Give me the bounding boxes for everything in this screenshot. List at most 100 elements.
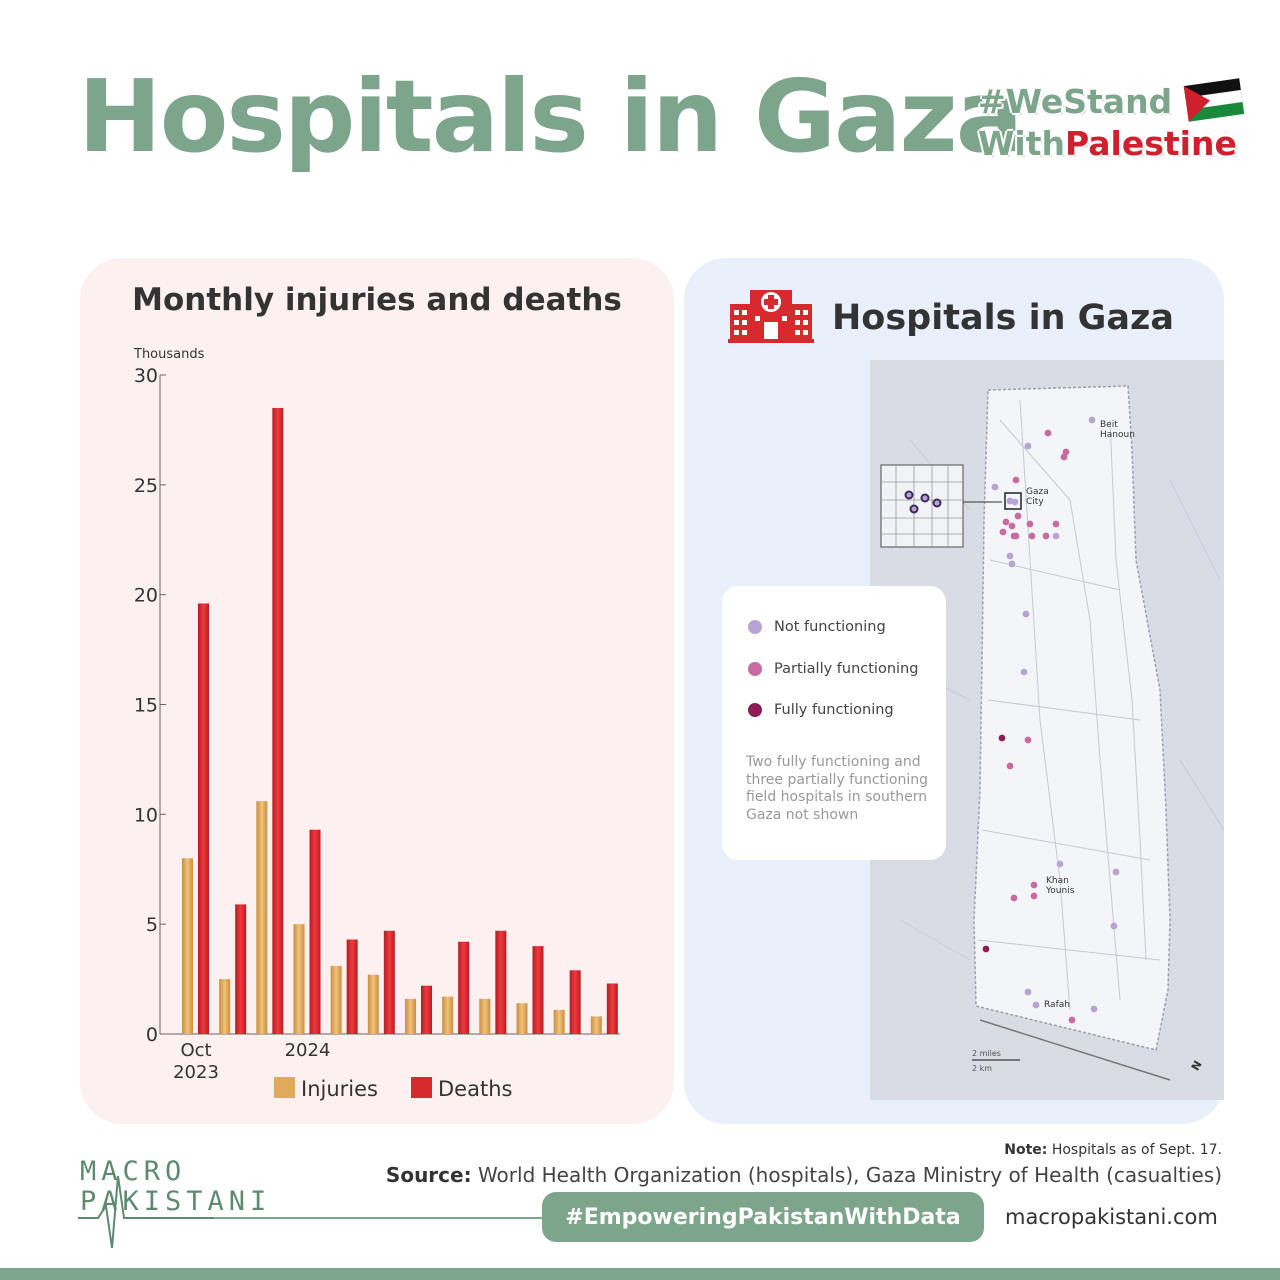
legend-dot-icon <box>748 661 762 676</box>
bar-injuries-8 <box>479 998 491 1034</box>
map-legend-item-1: Partially functioning <box>748 661 918 677</box>
gaza-city-inset <box>880 464 1002 548</box>
hospital-marker-5 <box>1012 476 1020 484</box>
x-tick-label-3: 2024 <box>285 1040 331 1061</box>
bar-deaths-10 <box>569 970 581 1034</box>
hospital-marker-28 <box>1112 868 1120 876</box>
bar-deaths-2 <box>272 407 284 1034</box>
bar-injuries-9 <box>516 1003 528 1034</box>
hospital-marker-34 <box>1024 988 1032 996</box>
hospital-marker-27 <box>1056 860 1064 868</box>
map-place-label-3: Rafah <box>1044 1000 1070 1010</box>
scale-miles-label: 2 miles <box>972 1049 1001 1058</box>
note-label: Note: <box>1004 1142 1048 1158</box>
hospital-marker-8 <box>1011 498 1019 506</box>
legend-item-label: Fully functioning <box>774 702 894 718</box>
map-legend: Not functioning Partially functioning Full… <box>722 586 946 860</box>
bar-injuries-7 <box>442 996 454 1034</box>
hospital-icon <box>728 290 814 343</box>
bar-deaths-8 <box>495 930 507 1034</box>
bar-injuries-0 <box>182 858 193 1034</box>
hospital-marker-35 <box>1032 1001 1040 1009</box>
badge-palestine: Palestine <box>1064 124 1237 163</box>
map-place-label-0: Beit Hanoun <box>1100 420 1135 440</box>
badge-line-2: WithPalestine <box>978 124 1237 163</box>
badge-line-1: #WeStand <box>978 82 1173 121</box>
hospital-marker-11 <box>1008 522 1016 530</box>
logo-pulse-icon <box>78 1175 214 1249</box>
palestine-flag-icon <box>1183 78 1245 122</box>
y-tick-label-25: 25 <box>134 475 158 497</box>
bar-deaths-4 <box>346 939 358 1034</box>
hospital-marker-20 <box>1006 552 1014 560</box>
scale-km-label: 2 km <box>972 1064 992 1073</box>
y-tick-label-0: 0 <box>146 1024 158 1046</box>
legend-label-deaths: Deaths <box>438 1077 512 1101</box>
hospital-marker-17 <box>1052 520 1060 528</box>
map-legend-item-2: Fully functioning <box>748 702 894 718</box>
bar-deaths-9 <box>532 946 544 1034</box>
hospital-marker-26 <box>1006 762 1014 770</box>
y-tick-label-30: 30 <box>134 365 158 387</box>
bar-deaths-0 <box>198 603 209 1034</box>
y-tick-label-10: 10 <box>134 804 158 826</box>
hospital-marker-15 <box>1028 532 1036 540</box>
x-tick-label-0: Oct <box>180 1040 211 1061</box>
hospital-marker-37 <box>1068 1016 1076 1024</box>
hospital-marker-1 <box>1044 429 1052 437</box>
y-tick-label-15: 15 <box>134 695 158 717</box>
hospital-marker-3 <box>1060 453 1068 461</box>
footer-note: Note: Hospitals as of Sept. 17. <box>1004 1142 1222 1158</box>
bottom-bar <box>0 1268 1280 1280</box>
logo-line-1: MACRO <box>80 1156 187 1187</box>
bar-injuries-3 <box>293 924 305 1034</box>
website-url[interactable]: macropakistani.com <box>1005 1205 1218 1229</box>
x-tick-label-0-year: 2023 <box>173 1062 219 1083</box>
hospital-marker-0 <box>1024 442 1032 450</box>
hospital-marker-24 <box>998 734 1006 742</box>
map-place-label-1: Gaza City <box>1026 487 1049 507</box>
hospital-marker-14 <box>1012 532 1020 540</box>
hospital-marker-36 <box>1090 1005 1098 1013</box>
hospital-marker-10 <box>1002 518 1010 526</box>
bar-injuries-4 <box>330 965 342 1034</box>
gaza-city-inset-marker <box>1004 492 1022 510</box>
hospital-marker-21 <box>1008 560 1016 568</box>
map-title: Hospitals in Gaza <box>832 298 1175 338</box>
y-axis-unit-label: Thousands <box>133 347 205 362</box>
bar-deaths-7 <box>458 941 470 1034</box>
bar-deaths-6 <box>421 985 432 1034</box>
bar-injuries-10 <box>553 1009 565 1034</box>
hospital-marker-30 <box>1030 892 1038 900</box>
legend-dot-icon <box>748 620 762 634</box>
chart-title: Monthly injuries and deaths <box>132 282 622 318</box>
bar-injuries-1 <box>219 979 231 1034</box>
hospital-marker-19 <box>1026 520 1034 528</box>
hospital-marker-32 <box>982 945 990 953</box>
source-label: Source: <box>385 1163 472 1187</box>
hospital-marker-33 <box>1110 922 1118 930</box>
source-text: World Health Organization (hospitals), G… <box>477 1163 1222 1187</box>
hospital-marker-4 <box>1088 416 1096 424</box>
legend-item-label: Partially functioning <box>774 660 919 677</box>
legend-swatch-deaths <box>411 1077 432 1098</box>
gaza-strip-shape <box>973 385 1171 1051</box>
hospital-marker-31 <box>1010 894 1018 902</box>
note-text: Hospitals as of Sept. 17. <box>1051 1142 1222 1158</box>
footer-divider <box>214 1217 554 1219</box>
bar-injuries-5 <box>367 974 379 1034</box>
hospital-marker-23 <box>1020 668 1028 676</box>
map-place-label-2: Khan Younis <box>1045 876 1075 896</box>
hashtag-pill: #EmpoweringPakistanWithData <box>542 1192 984 1242</box>
footer-source: Source: World Health Organization (hospi… <box>386 1163 1222 1187</box>
hospital-marker-22 <box>1022 610 1030 618</box>
hospital-marker-18 <box>1052 532 1060 540</box>
bar-injuries-11 <box>590 1016 602 1034</box>
legend-item-label: Not functioning <box>774 619 886 635</box>
hospital-marker-16 <box>1042 532 1050 540</box>
bar-deaths-5 <box>383 930 395 1034</box>
legend-swatch-injuries <box>274 1077 295 1098</box>
y-tick-label-5: 5 <box>146 914 158 936</box>
main-title: Hospitals in Gaza <box>78 58 1023 175</box>
